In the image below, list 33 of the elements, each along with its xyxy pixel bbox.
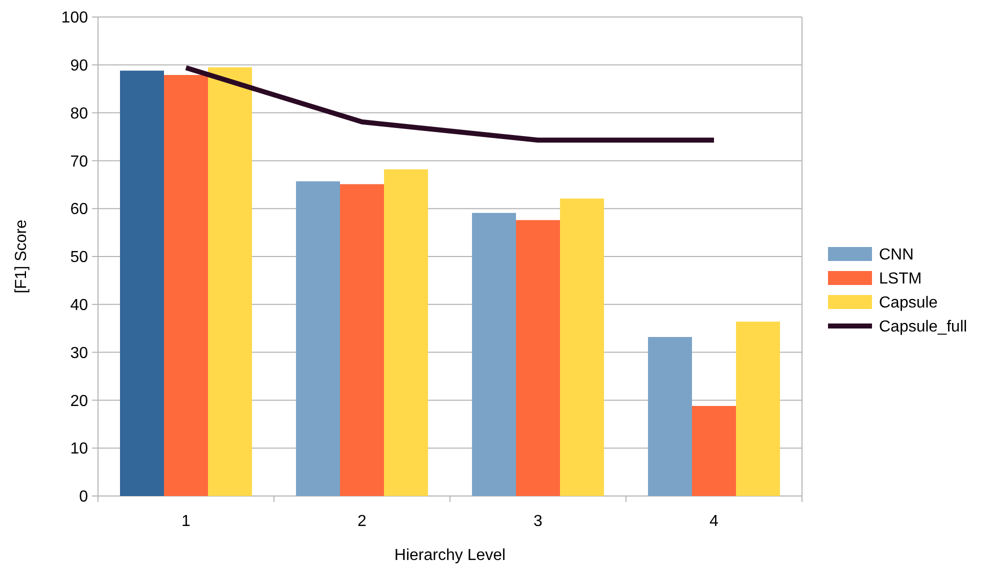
y-tick-label: 10	[70, 440, 88, 458]
x-tick-label: 2	[358, 513, 367, 530]
y-axis-title: [F1] Score	[13, 220, 30, 294]
y-tick-label: 90	[70, 58, 88, 74]
legend-label: Capsule	[879, 294, 938, 312]
y-tick-label: 60	[70, 201, 88, 218]
bar	[384, 169, 428, 496]
y-tick-label: 100	[61, 10, 88, 27]
bar	[516, 220, 560, 496]
legend-label: LSTM	[879, 270, 922, 288]
y-tick-label: 80	[70, 105, 88, 122]
x-tick-label: 4	[710, 513, 719, 530]
y-tick-label: 70	[70, 153, 88, 170]
legend-label: CNN	[879, 246, 914, 264]
bar	[120, 70, 164, 496]
bar	[296, 181, 340, 496]
bar	[340, 184, 384, 496]
bar	[472, 212, 516, 496]
bar	[692, 406, 736, 496]
y-tick-label: 0	[79, 488, 88, 506]
bar	[648, 336, 692, 496]
x-tick-label: 3	[534, 513, 543, 530]
y-tick-label: 20	[70, 392, 88, 410]
bar	[164, 74, 208, 496]
x-axis-title: Hierarchy Level	[394, 547, 506, 564]
x-tick-label: 1	[182, 513, 191, 530]
legend-label: Capsule_full	[879, 318, 968, 336]
y-tick-label: 40	[70, 297, 88, 314]
bar	[736, 322, 780, 496]
bar	[560, 198, 604, 496]
y-tick-label: 30	[70, 344, 88, 362]
y-tick-label: 50	[70, 249, 88, 266]
bar	[208, 67, 252, 496]
